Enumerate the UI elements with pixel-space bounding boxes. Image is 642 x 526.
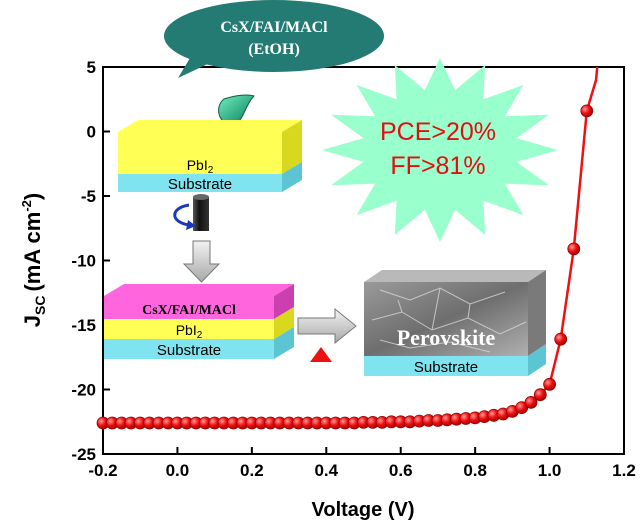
y-axis-label: JSC (mA cm-2) <box>19 193 48 327</box>
jv-data-point <box>567 242 581 256</box>
efficiency-star-burst <box>322 58 558 242</box>
substrate-label-2: Substrate <box>157 342 221 359</box>
substrate-label-3: Substrate <box>414 359 478 376</box>
jv-data-point <box>554 332 568 346</box>
x-tick-label: 1.2 <box>612 461 636 480</box>
svg-text:JSC(mA cm-2): JSC (mA cm-2) <box>19 193 48 327</box>
x-tick-label: 0.0 <box>166 461 190 480</box>
x-tick-label: 0.4 <box>314 461 338 480</box>
x-tick-label: 0.2 <box>240 461 264 480</box>
x-axis-label: Voltage (V) <box>312 499 415 521</box>
jv-data-point <box>533 388 547 402</box>
jv-data-points <box>96 104 594 430</box>
y-tick-label: 0 <box>87 123 96 142</box>
pbi2-label-1: PbI2 <box>187 157 214 176</box>
jv-data-point <box>580 104 594 118</box>
y-tick-label: 5 <box>87 58 96 77</box>
layer-top-label: CsX/FAI/MACl <box>142 303 236 318</box>
y-label-close: ) <box>20 193 45 200</box>
droplet-icon <box>218 94 255 125</box>
x-tick-label: 0.6 <box>389 461 413 480</box>
y-tick-label: -20 <box>71 381 96 400</box>
y-tick-label: -15 <box>71 316 96 335</box>
stack-perovskite-substrate: Perovskite Substrate <box>364 270 546 376</box>
bubble-line-1: CsX/FAI/MACl <box>220 19 328 36</box>
jv-data-point <box>524 395 538 409</box>
jv-data-point <box>543 377 556 391</box>
star-ff-text: FF>81% <box>390 152 485 180</box>
x-axis-ticks: -0.2 0.0 0.2 0.4 0.6 0.8 1.0 1.2 <box>88 447 636 480</box>
x-tick-label: 0.8 <box>463 461 487 480</box>
x-tick-label: -0.2 <box>88 461 117 480</box>
y-tick-label: -5 <box>81 187 96 206</box>
y-tick-label: -25 <box>71 445 96 464</box>
bubble-line-2: (EtOH) <box>248 41 300 58</box>
y-axis-ticks: 5 0 -5 -10 -15 -20 -25 <box>71 58 110 464</box>
y-label-exp: -2 <box>19 200 34 212</box>
y-label-units: (mA cm <box>20 212 45 292</box>
perovskite-label: Perovskite <box>397 325 496 350</box>
spin-coater-icon <box>173 194 209 231</box>
star-pce-text: PCE>20% <box>380 118 496 146</box>
down-arrow-icon <box>182 240 221 283</box>
right-arrow-icon <box>297 307 357 345</box>
pbi2-label-2: PbI2 <box>176 322 203 341</box>
x-tick-label: 1.0 <box>538 461 562 480</box>
precursor-speech-bubble: CsX/FAI/MACl (EtOH) <box>164 0 384 78</box>
substrate-label-1: Substrate <box>168 176 232 193</box>
y-label-main: J <box>20 315 45 327</box>
y-label-sub: SC <box>32 296 48 315</box>
heat-triangle-icon <box>310 347 332 362</box>
y-tick-label: -10 <box>71 252 96 271</box>
stack-precursor-pbi2-substrate: CsX/FAI/MACl PbI2 Substrate <box>104 284 294 359</box>
stack-pbi2-substrate: PbI2 Substrate <box>118 120 302 193</box>
